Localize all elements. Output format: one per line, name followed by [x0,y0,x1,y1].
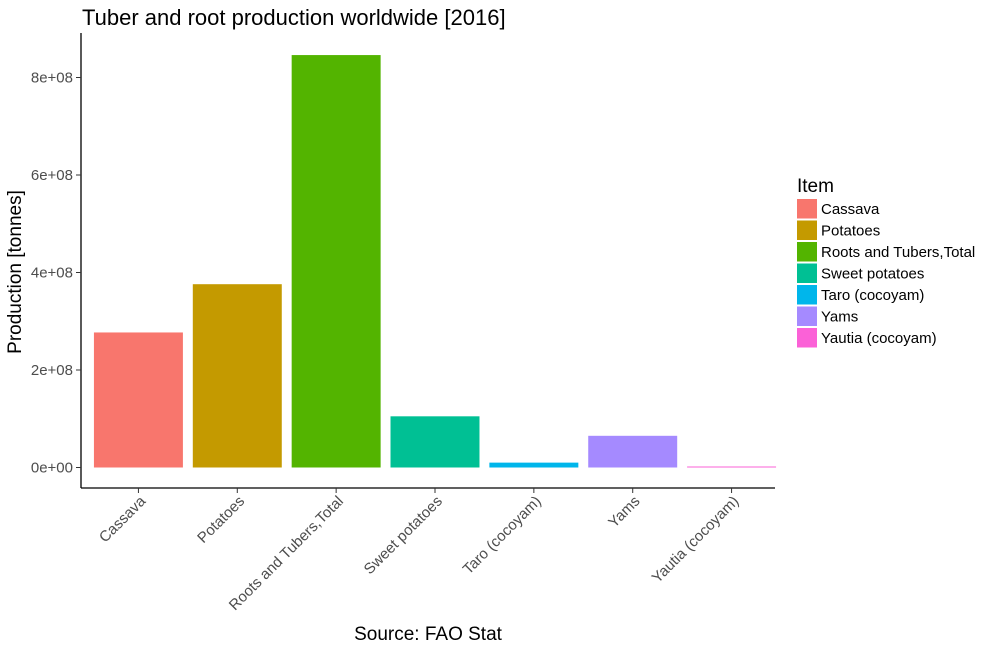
legend-key [797,306,817,326]
legend-entry: Yams [821,309,858,326]
legend-key [797,328,817,348]
y-axis-title: Production [tonnes] [5,190,26,354]
legend-key [797,263,817,283]
bar-0 [93,332,183,468]
legend-entry: Taro (cocoyam) [821,287,924,304]
x-tick-label: Taro (cocoyam) [460,493,545,578]
y-tick-label: 2e+08 [31,362,73,379]
legend-entry: Roots and Tubers,Total [821,244,975,261]
bar-6 [687,466,777,468]
x-tick-label: Yams [605,493,643,531]
axes-group [80,33,775,489]
x-tick-label: Yautia (cocoyam) [649,493,743,587]
legend-entry: Potatoes [821,223,880,240]
y-tick-label: 0e+00 [31,460,73,477]
x-tick-label: Potatoes [194,493,248,547]
y-ticks-group: 0e+00 2e+08 4e+08 6e+08 8e+08 [31,70,81,477]
y-tick-label: 6e+08 [31,167,73,184]
x-tick-label: Cassava [96,492,150,546]
legend-key [797,242,817,262]
x-axis-title: Source: FAO Stat [354,624,503,645]
bar-2 [291,55,381,468]
legend-entry: Yautia (cocoyam) [821,330,937,347]
legend: Item Cassava Potatoes Roots and Tubers,Tot… [797,176,975,348]
legend-key [797,285,817,305]
bar-4 [489,462,579,468]
chart-title: Tuber and root production worldwide [201… [82,5,506,30]
bar-1 [192,284,282,468]
legend-key [797,199,817,219]
bar-5 [588,435,678,468]
legend-entry: Sweet potatoes [821,266,924,283]
y-tick-label: 4e+08 [31,265,73,282]
legend-key [797,220,817,240]
legend-title: Item [797,176,834,197]
y-tick-label: 8e+08 [31,70,73,87]
bars-group [93,55,777,468]
x-tick-label: Sweet potatoes [361,493,446,578]
bar-3 [390,416,480,468]
legend-entry: Cassava [821,201,880,218]
x-tick-label: Roots and Tubers,Total [226,493,347,614]
